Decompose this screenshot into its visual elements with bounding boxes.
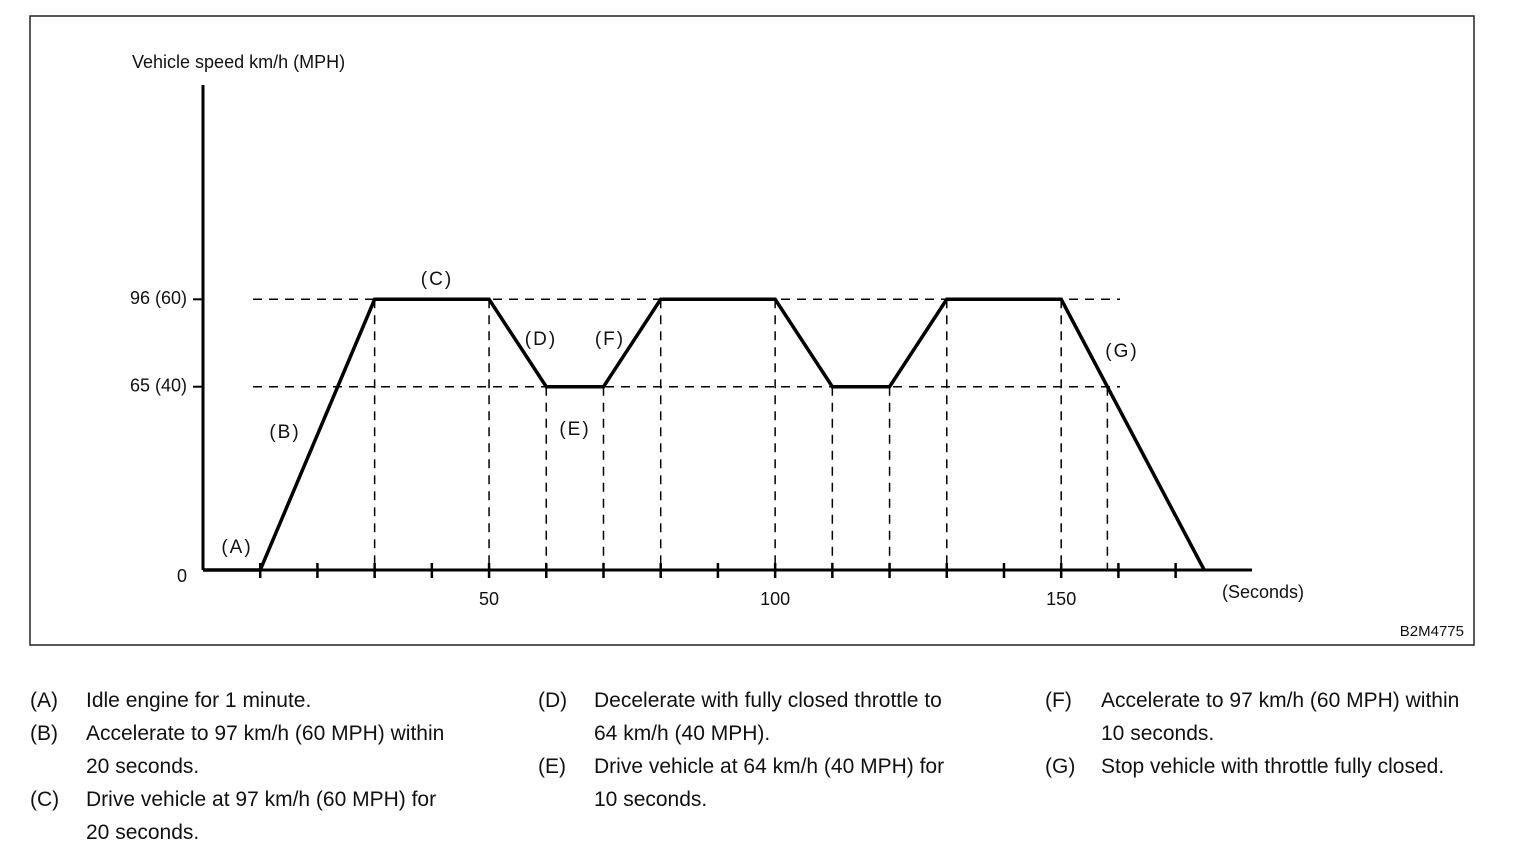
segment-label: (G) xyxy=(1105,341,1138,362)
y-tick-label: 0 xyxy=(177,566,187,586)
note-text: Accelerate to 97 km/h (60 MPH) within 20… xyxy=(86,722,445,778)
chart: Vehicle speed km/h (MPH) (Seconds) B2M47… xyxy=(29,15,1475,646)
note-key: (B) xyxy=(30,722,58,745)
note-text: Accelerate to 97 km/h (60 MPH) within 10… xyxy=(1101,689,1460,745)
segment-label: (B) xyxy=(269,422,300,443)
note-text: Drive vehicle at 97 km/h (60 MPH) for 20… xyxy=(86,788,437,844)
y-tick-label: 96 (60) xyxy=(130,288,187,308)
notes-column: (A) Idle engine for 1 minute. (B) Accelerat… xyxy=(30,684,456,849)
y-tick-label: 65 (40) xyxy=(130,375,187,395)
notes-column: (F) Accelerate to 97 km/h (60 MPH) within… xyxy=(1045,684,1471,783)
note: (G) Stop vehicle with throttle fully clos… xyxy=(1045,750,1471,783)
speed-line xyxy=(203,297,1206,572)
note: (B) Accelerate to 97 km/h (60 MPH) within… xyxy=(30,717,456,783)
note: (A) Idle engine for 1 minute. xyxy=(30,684,456,717)
note: (E) Drive vehicle at 64 km/h (40 MPH) for… xyxy=(538,750,964,816)
note: (D) Decelerate with fully closed throttle… xyxy=(538,684,964,750)
segment-label: (A) xyxy=(221,537,252,558)
note: (F) Accelerate to 97 km/h (60 MPH) within… xyxy=(1045,684,1471,750)
chart-frame xyxy=(29,15,1475,646)
figure-code: B2M4775 xyxy=(1400,623,1464,640)
note-key: (G) xyxy=(1045,755,1076,778)
note-key: (C) xyxy=(30,788,60,811)
note-text: Decelerate with fully closed throttle to… xyxy=(594,689,942,745)
note: (C) Drive vehicle at 97 km/h (60 MPH) for… xyxy=(30,783,456,849)
x-tick-label: 100 xyxy=(760,589,790,609)
x-tick-label: 50 xyxy=(479,589,499,609)
note-key: (E) xyxy=(538,755,566,778)
notes-column: (D) Decelerate with fully closed throttle… xyxy=(538,684,964,816)
segment-label: (D) xyxy=(525,329,557,350)
segment-label: (F) xyxy=(595,329,625,350)
y-axis-label: Vehicle speed km/h (MPH) xyxy=(132,52,345,72)
note-text: Drive vehicle at 64 km/h (40 MPH) for 10… xyxy=(594,755,945,811)
note-key: (D) xyxy=(538,689,568,712)
note-key: (F) xyxy=(1045,689,1072,712)
note-text: Stop vehicle with throttle fully closed. xyxy=(1101,755,1445,778)
note-text: Idle engine for 1 minute. xyxy=(86,689,312,712)
note-key: (A) xyxy=(30,689,58,712)
x-tick-label: 150 xyxy=(1046,589,1076,609)
segment-label: (E) xyxy=(559,419,590,440)
x-axis-label: (Seconds) xyxy=(1222,582,1304,602)
segment-label: (C) xyxy=(421,269,453,290)
